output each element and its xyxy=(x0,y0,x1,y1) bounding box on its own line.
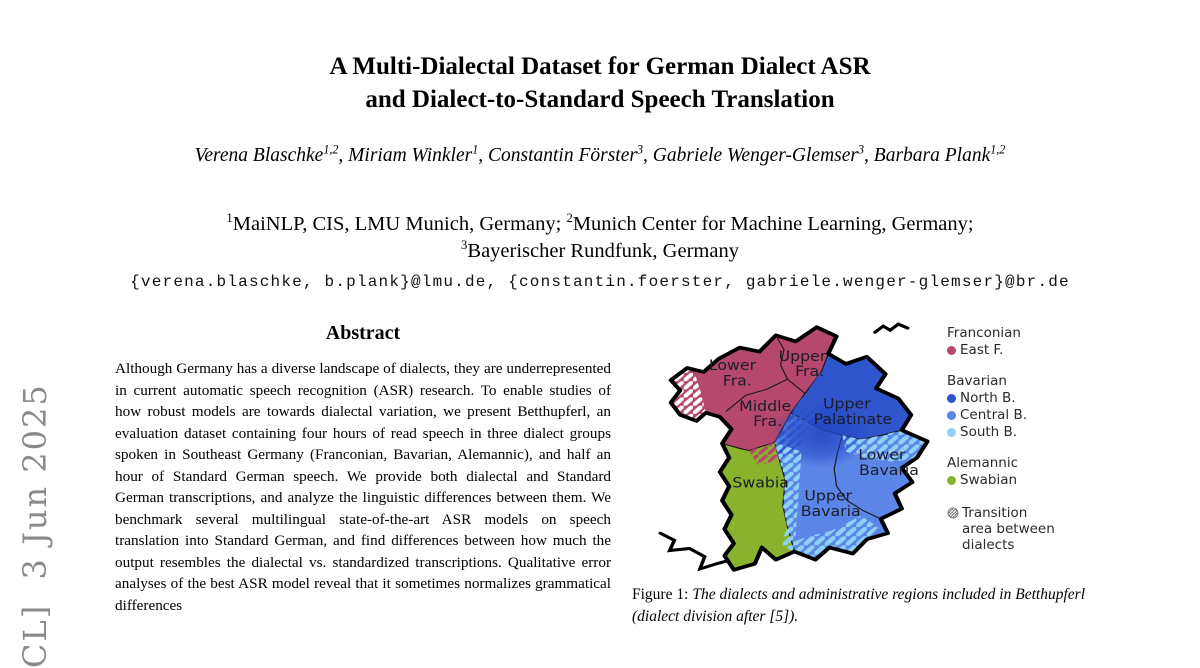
legend-item-label: North B. xyxy=(960,390,1016,406)
legend-item: North B. xyxy=(947,390,1099,406)
author: Gabriele Wenger-Glemser3 xyxy=(652,142,865,166)
legend-transition: Transition area between dialects xyxy=(947,505,1099,553)
legend-item: East F. xyxy=(947,342,1099,358)
abstract-text: Although Germany has a diverse landscape… xyxy=(115,360,611,614)
legend-dot-icon xyxy=(947,475,956,485)
legend-item-label: Central B. xyxy=(960,407,1027,423)
map-outline xyxy=(668,325,930,572)
legend-dot-icon xyxy=(947,410,956,420)
map-border-lower-upper-franconia xyxy=(775,335,789,380)
figure-caption-text: The dialects and administrative regions … xyxy=(632,586,1085,625)
map-label-lower-bavaria: Lower Bavaria xyxy=(858,448,919,479)
paper-title-line2: and Dialect-to-Standard Speech Translati… xyxy=(365,86,835,113)
abstract-section: Abstract Although Germany has a diverse … xyxy=(115,322,611,616)
arxiv-watermark: CL] 3 Jun 2025 xyxy=(16,383,54,668)
legend-group-header: Alemannic xyxy=(947,455,1019,471)
figure-caption-label: Figure 1: xyxy=(632,586,689,603)
paper-title: A Multi-Dialectal Dataset for German Dia… xyxy=(0,50,1200,116)
abstract-heading: Abstract xyxy=(325,322,401,344)
legend-item: Central B. xyxy=(947,407,1099,423)
author: Constantin Förster3 xyxy=(488,142,644,166)
legend-group: Bavarian North B. Central B. South B. xyxy=(947,373,1099,440)
map-legend-groups: Franconian East F. Bavarian North B. Central… xyxy=(947,325,1099,488)
transition-hatch-lower-bavaria-north xyxy=(842,430,928,462)
legend-item: Swabian xyxy=(947,472,1099,488)
author-emails: {verena.blaschke, b.plank}@lmu.de, {cons… xyxy=(130,273,1070,291)
affiliation-line: 3Bayerischer Rundfunk, Germany xyxy=(461,238,739,262)
affiliations: 1MaiNLP, CIS, LMU Munich, Germany; 2Muni… xyxy=(0,211,1200,265)
legend-dot-icon xyxy=(947,345,956,355)
map-border-squiggle-northeast xyxy=(873,322,910,334)
legend-group: Alemannic Swabian xyxy=(947,455,1099,488)
author-line: Verena Blaschke1,2, Miriam Winkler1, Con… xyxy=(194,142,1006,166)
legend-group-header: Franconian xyxy=(947,325,1021,341)
paper-title-line1: A Multi-Dialectal Dataset for German Dia… xyxy=(329,53,871,80)
legend-group-header: Bavarian xyxy=(947,373,1007,389)
transition-hatch-northwest xyxy=(670,367,706,421)
affiliation-line: 1MaiNLP, CIS, LMU Munich, Germany; 2Muni… xyxy=(226,211,974,235)
author: Verena Blaschke1,2 xyxy=(194,142,339,166)
map-border-squiggle-southwest xyxy=(658,531,730,572)
legend-dot-icon xyxy=(947,427,956,437)
legend-item-label: Swabian xyxy=(960,472,1018,488)
map-border-upper-middle-franconia xyxy=(787,378,806,394)
transition-hatch-south xyxy=(782,515,879,560)
map-label-middle-franconia: Middle Fra. xyxy=(739,399,796,430)
map-label-upper-franconia: Upper Fra. xyxy=(779,349,832,380)
map-label-upper-palatinate: Upper Palatinate xyxy=(814,397,892,428)
map-legend: Franconian East F. Bavarian North B. Central… xyxy=(947,325,1099,553)
map-label-upper-bavaria: Upper Bavaria xyxy=(801,488,861,519)
transition-hatch-franconian-bavarian xyxy=(774,372,837,460)
legend-group: Franconian East F. xyxy=(947,325,1099,358)
legend-item-label: East F. xyxy=(960,342,1004,358)
map-label-lower-franconia: Lower Fra. xyxy=(709,358,761,389)
map-label-swabia: Swabia xyxy=(732,475,789,491)
map-border-lower-middle-franconia xyxy=(725,378,788,413)
transition-hatch-swabia-upper-bavaria xyxy=(774,442,802,552)
legend-item: South B. xyxy=(947,424,1099,440)
paper-page: { "watermark": {"text": "CL] 3 Jun 2025"… xyxy=(0,50,1200,668)
author: Barbara Plank1,2 xyxy=(873,142,1006,166)
transition-hatch-swabia-north xyxy=(749,442,780,466)
figure-caption: Figure 1: The dialects and administrativ… xyxy=(632,584,1085,628)
bavaria-dialect-map: Lower Fra. Upper Fra. Middle Fra. Upper … xyxy=(658,322,930,572)
author: Miriam Winkler1 xyxy=(348,142,479,166)
legend-dot-icon xyxy=(947,393,956,403)
legend-item-label: South B. xyxy=(960,424,1018,440)
transition-area-icon xyxy=(947,507,959,519)
legend-transition-label: Transition area between dialects xyxy=(962,505,1055,553)
